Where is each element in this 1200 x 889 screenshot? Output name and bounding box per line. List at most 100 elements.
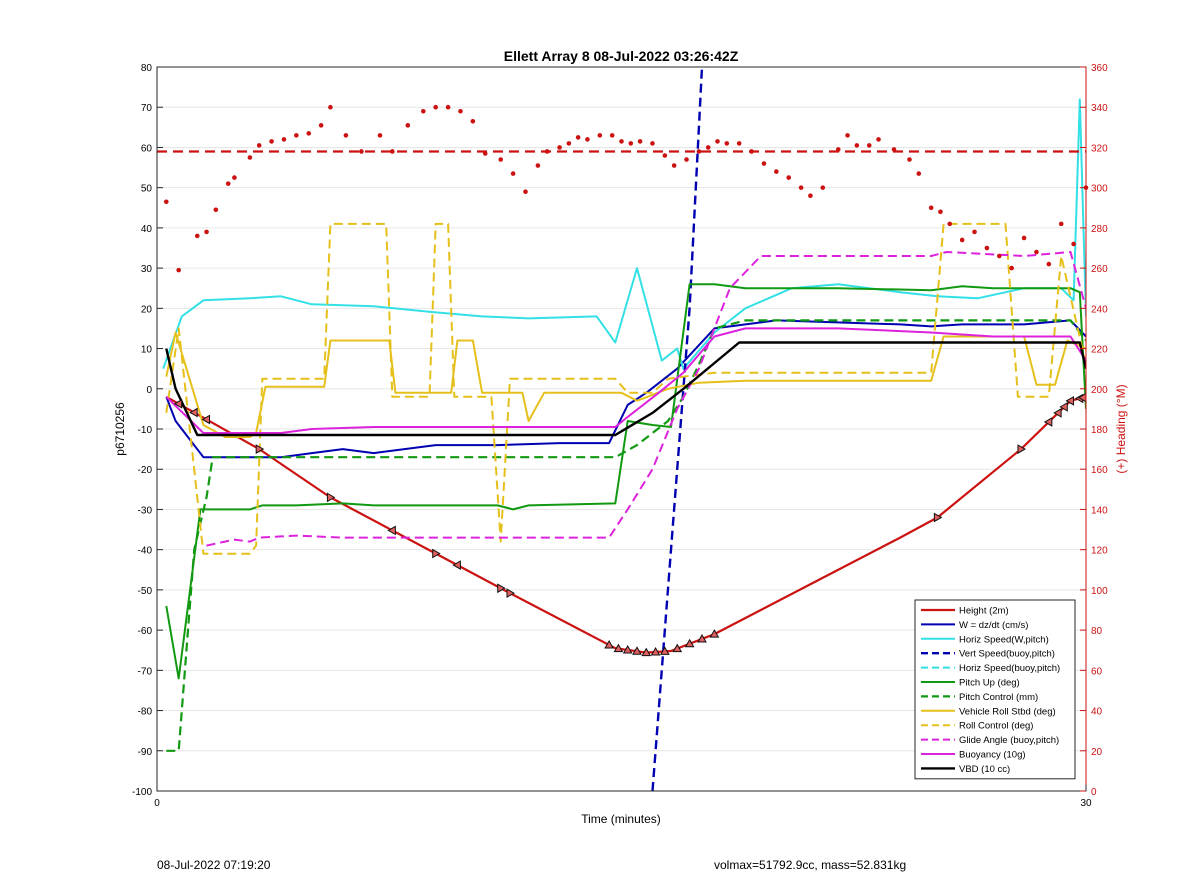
- heading-point: [696, 149, 702, 154]
- height-marker: [613, 643, 624, 653]
- heading-point: [281, 137, 287, 142]
- left-tick-label: -10: [138, 425, 153, 436]
- series-line-horiz-speed-w-pitch: [162, 98, 1086, 370]
- heading-point: [637, 139, 643, 144]
- right-tick-label: 180: [1091, 425, 1108, 436]
- height-marker: [387, 525, 396, 536]
- left-tick-label: -80: [138, 707, 153, 718]
- heading-point: [907, 157, 912, 162]
- heading-point: [232, 175, 237, 180]
- heading-point: [609, 133, 615, 138]
- legend: Height (2m) W = dz/dt (cm/s) Horiz Speed(W…: [914, 599, 1076, 780]
- heading-point: [959, 237, 965, 243]
- heading-point: [163, 199, 169, 205]
- heading-point: [866, 143, 872, 148]
- heading-point: [820, 185, 826, 190]
- height-marker: [1059, 402, 1068, 412]
- legend-label-pitch-up-deg: Pitch Up (deg): [959, 678, 1020, 689]
- right-tick-label: 300: [1091, 184, 1108, 195]
- heading-point: [891, 147, 897, 152]
- right-tick-label: 100: [1091, 586, 1108, 597]
- heading-point: [597, 133, 603, 138]
- heading-point: [749, 149, 754, 154]
- x-tick-label: 30: [1080, 798, 1092, 809]
- heading-point: [213, 207, 219, 213]
- height-marker: [497, 583, 506, 594]
- heading-point: [225, 181, 231, 186]
- series-line-vert-speed-buoy-pitch: [651, 67, 704, 791]
- height-marker: [432, 548, 441, 559]
- heading-point: [566, 141, 572, 146]
- left-tick-label: -90: [138, 747, 153, 758]
- height-marker: [604, 639, 614, 649]
- height-marker: [506, 588, 516, 598]
- height-marker: [1053, 408, 1062, 418]
- left-tick-label: -60: [138, 626, 153, 637]
- height-marker: [933, 512, 943, 523]
- right-tick-label: 320: [1091, 143, 1108, 154]
- heading-points: [163, 104, 1089, 273]
- left-tick-label: 80: [141, 63, 153, 74]
- heading-point: [318, 123, 324, 128]
- heading-point: [928, 205, 934, 211]
- heading-point: [996, 253, 1002, 259]
- heading-point: [916, 171, 922, 176]
- right-tick-label: 160: [1091, 465, 1108, 476]
- left-tick-label: -100: [132, 787, 152, 798]
- heading-point: [984, 245, 990, 251]
- legend-label-pitch-control-mm: Pitch Control (mm): [959, 692, 1038, 703]
- legend-box: [914, 599, 1076, 780]
- heading-point: [705, 145, 711, 150]
- heading-point: [845, 133, 850, 138]
- heading-point: [1058, 221, 1064, 227]
- left-tick-label: 60: [141, 143, 153, 154]
- y2-axis-label: (+) Heading (°M): [1114, 384, 1128, 473]
- right-tick-label: 60: [1091, 666, 1103, 677]
- chart-title: Ellett Array 8 08-Jul-2022 03:26:42Z: [504, 48, 739, 64]
- heading-point: [445, 104, 451, 110]
- left-tick-label: -40: [138, 546, 153, 557]
- right-tick-label: 340: [1091, 103, 1108, 114]
- height-marker: [1017, 444, 1026, 454]
- heading-point: [328, 104, 333, 110]
- right-tick-label: 200: [1091, 385, 1108, 396]
- heading-point: [510, 171, 516, 176]
- heading-point: [359, 149, 364, 154]
- height-marker: [641, 647, 652, 657]
- heading-point: [715, 139, 720, 144]
- left-tick-label: 0: [146, 385, 152, 396]
- right-tick-label: 140: [1091, 505, 1108, 516]
- heading-point: [724, 141, 730, 146]
- right-tick-label: 40: [1091, 707, 1103, 718]
- left-tick-label: 30: [141, 264, 153, 275]
- heading-point: [458, 108, 463, 114]
- heading-point: [421, 108, 426, 114]
- height-marker: [1065, 395, 1075, 406]
- heading-point: [938, 209, 943, 215]
- series-line-vbd-10-cc: [165, 341, 1086, 437]
- series-line-buoyancy-10g: [165, 327, 1086, 434]
- heading-point: [671, 163, 677, 168]
- heading-point: [176, 267, 181, 273]
- left-tick-label: -20: [138, 465, 153, 476]
- legend-label-height-2m: Height (2m): [959, 606, 1009, 617]
- height-marker: [697, 633, 707, 643]
- left-tick-label: 10: [141, 345, 153, 356]
- heading-point: [1021, 235, 1027, 241]
- height-marker: [173, 398, 183, 409]
- heading-point: [390, 149, 395, 154]
- left-tick-label: 40: [141, 224, 153, 235]
- series-line-pitch-control-mm: [166, 319, 1086, 752]
- right-tick-label: 360: [1091, 63, 1108, 74]
- series-line-w-dz-dt-cm-s: [165, 319, 1086, 459]
- left-tick-label: -70: [138, 666, 153, 677]
- legend-label-buoyancy-10g: Buoyancy (10g): [959, 750, 1026, 761]
- footer-volmax-mass: volmax=51792.9cc, mass=52.831kg: [714, 858, 907, 872]
- heading-point: [628, 141, 634, 146]
- heading-point: [269, 139, 274, 144]
- heading-point: [523, 189, 528, 194]
- x-axis: 0 30: [154, 785, 1092, 809]
- height-marker: [1043, 417, 1053, 427]
- right-tick-label: 240: [1091, 304, 1108, 315]
